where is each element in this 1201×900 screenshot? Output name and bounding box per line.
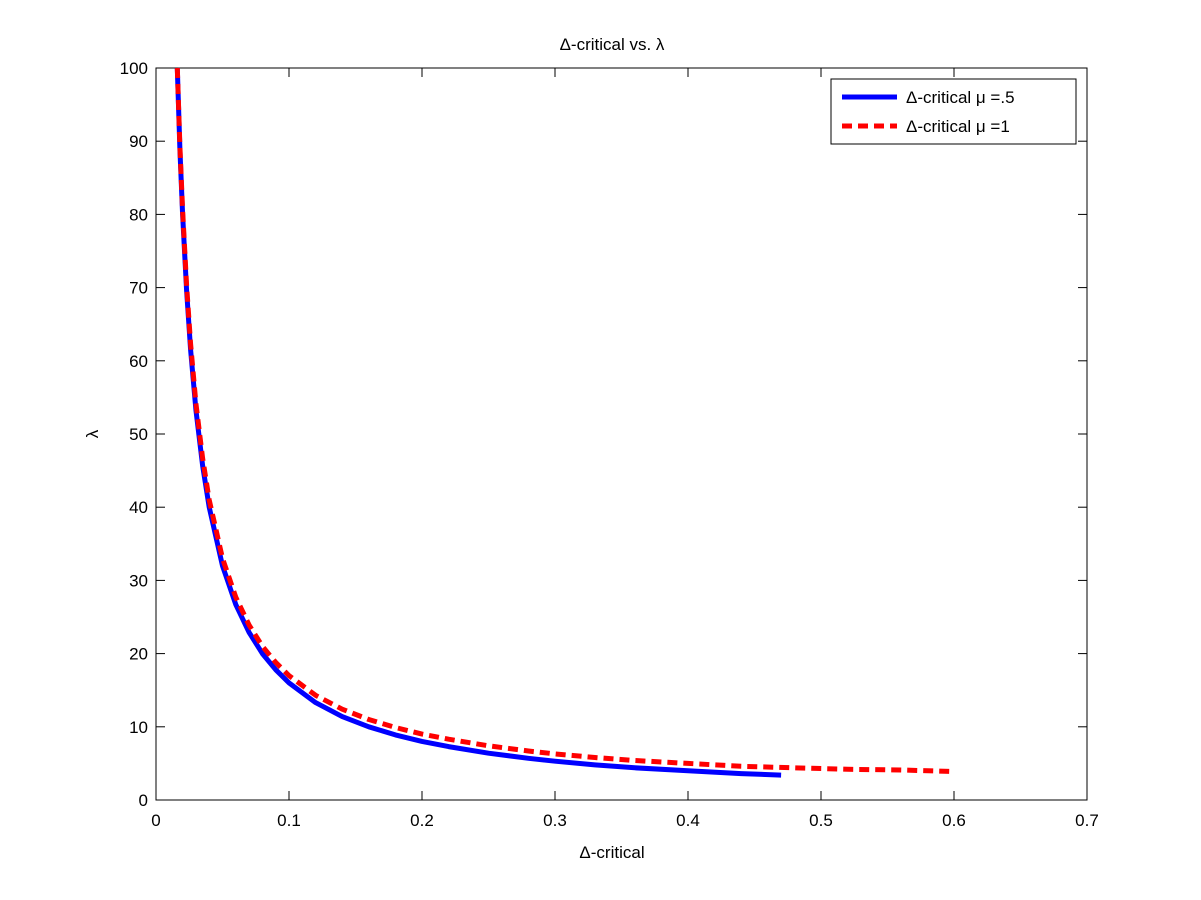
legend-label-1: Δ-critical μ =.5 <box>906 88 1015 107</box>
x-tick-label: 0 <box>151 811 160 830</box>
y-tick-label: 50 <box>129 425 148 444</box>
x-tick-label: 0.7 <box>1075 811 1099 830</box>
y-tick-label: 20 <box>129 645 148 664</box>
y-tick-label: 90 <box>129 132 148 151</box>
y-tick-label: 70 <box>129 279 148 298</box>
series-line-1 <box>174 67 782 778</box>
x-tick-label: 0.3 <box>543 811 567 830</box>
legend: Δ-critical μ =.5 Δ-critical μ =1 <box>830 78 1077 145</box>
x-tick-label: 0.1 <box>277 811 301 830</box>
chart-title: Δ-critical vs. λ <box>560 35 665 54</box>
x-tick-label: 0.6 <box>942 811 966 830</box>
y-tick-label: 40 <box>129 498 148 517</box>
y-tick-label: 80 <box>129 205 148 224</box>
y-axis-title: λ <box>83 429 102 438</box>
legend-box <box>830 78 1077 145</box>
x-tick-label: 0.2 <box>410 811 434 830</box>
x-tick-label: 0.5 <box>809 811 833 830</box>
x-tick-label: 0.4 <box>676 811 700 830</box>
y-tick-label: 0 <box>139 791 148 810</box>
y-tick-label: 60 <box>129 352 148 371</box>
x-axis-title: Δ-critical <box>579 843 644 862</box>
y-tick-label: 30 <box>129 571 148 590</box>
series-line-2 <box>174 67 955 774</box>
plot-area: 0 0.1 0.2 0.3 0.4 0.5 0.6 0.7 0 10 20 30 40 50 60 70 80 9… <box>120 59 1099 830</box>
legend-label-2: Δ-critical μ =1 <box>906 117 1010 136</box>
y-tick-label: 100 <box>120 59 148 78</box>
y-tick-label: 10 <box>129 718 148 737</box>
